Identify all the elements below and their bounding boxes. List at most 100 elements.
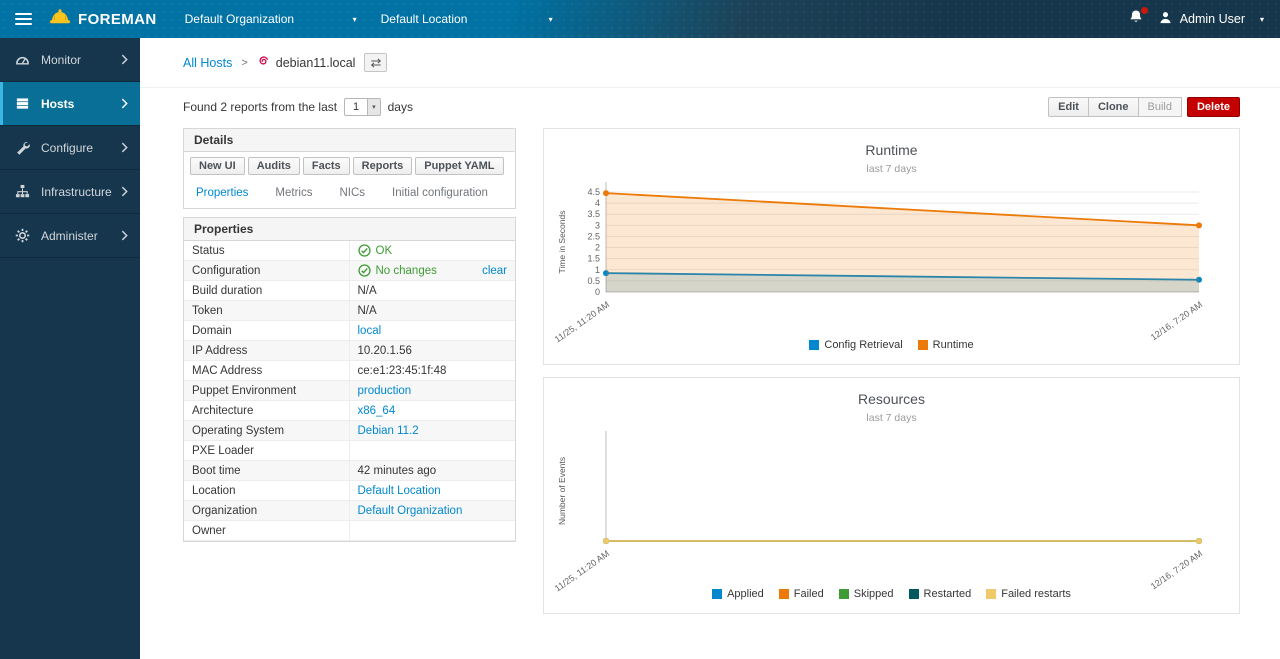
new-ui-button[interactable]: New UI	[190, 157, 245, 175]
tab-initial-configuration[interactable]: Initial configuration	[392, 187, 488, 199]
property-label: Domain	[184, 321, 350, 340]
server-icon	[15, 96, 32, 112]
svg-text:0: 0	[595, 287, 600, 297]
tab-nics[interactable]: NICs	[339, 187, 365, 199]
sidebar-item-administer[interactable]: Administer	[0, 214, 140, 258]
svg-text:3: 3	[595, 220, 600, 230]
details-panel: Details New UIAuditsFactsReportsPuppet Y…	[183, 128, 516, 209]
property-row-status: Status OK	[184, 241, 515, 261]
edit-button[interactable]: Edit	[1048, 97, 1089, 117]
clone-button[interactable]: Clone	[1088, 97, 1139, 117]
clear-link[interactable]: clear	[482, 265, 507, 277]
sitemap-icon	[15, 184, 32, 200]
days-select-value: 1	[345, 99, 367, 115]
token-value: N/A	[358, 305, 377, 317]
chevron-right-icon	[121, 98, 128, 109]
property-row-location: Location Default Location	[184, 481, 515, 501]
properties-panel-title: Properties	[184, 218, 515, 241]
chevron-right-icon	[121, 186, 128, 197]
legend-item-restarted[interactable]: Restarted	[909, 588, 972, 600]
legend-item-failed[interactable]: Failed	[779, 588, 824, 600]
property-row-mac-address: MAC Address ce:e1:23:45:1f:48	[184, 361, 515, 381]
property-row-puppet-environment: Puppet Environment production	[184, 381, 515, 401]
chart-subtitle: last 7 days	[554, 163, 1229, 175]
breadcrumb-all-hosts-link[interactable]: All Hosts	[183, 56, 232, 70]
chevron-right-icon	[121, 54, 128, 65]
property-label: PXE Loader	[184, 441, 350, 460]
resources-chart-card: Resources last 7 days 11/25, 11:20 AM12/…	[543, 377, 1240, 614]
details-buttons: New UIAuditsFactsReportsPuppet YAML	[184, 152, 515, 180]
debian-os-icon	[257, 55, 270, 71]
hamburger-menu-icon[interactable]	[0, 13, 45, 25]
properties-panel: Properties Status OKConfiguration No cha…	[183, 217, 516, 542]
legend-item-failed-restarts[interactable]: Failed restarts	[986, 588, 1071, 600]
svg-text:11/25, 11:20 AM: 11/25, 11:20 AM	[553, 299, 611, 344]
sidebar-item-monitor[interactable]: Monitor	[0, 38, 140, 82]
svg-text:Number of Events: Number of Events	[557, 457, 567, 525]
notification-badge	[1141, 7, 1148, 14]
property-label: Owner	[184, 521, 350, 540]
details-tabs: Properties Metrics NICs Initial configurati…	[184, 180, 515, 208]
sidebar-item-hosts[interactable]: Hosts	[0, 82, 140, 126]
organization-selector[interactable]: Default Organization ▾	[173, 0, 369, 38]
facts-button[interactable]: Facts	[303, 157, 350, 175]
reports-button[interactable]: Reports	[353, 157, 413, 175]
property-label: Boot time	[184, 461, 350, 480]
svg-text:4.5: 4.5	[587, 187, 600, 197]
foreman-hardhat-logo-icon	[49, 9, 71, 30]
chart-subtitle: last 7 days	[554, 412, 1229, 424]
property-row-ip-address: IP Address 10.20.1.56	[184, 341, 515, 361]
runtime-chart-card: Runtime last 7 days 00.511.522.533.544.5…	[543, 128, 1240, 365]
navbar: FOREMAN Default Organization ▾ Default L…	[0, 0, 1280, 38]
breadcrumb-current-host: debian11.local	[276, 56, 356, 70]
host-switcher-button[interactable]: ⇄	[364, 53, 387, 72]
chart-title: Resources	[554, 391, 1229, 407]
legend-item-skipped[interactable]: Skipped	[839, 588, 894, 600]
runtime-chart: 00.511.522.533.544.511/25, 11:20 AM12/16…	[554, 180, 1229, 330]
property-row-organization: Organization Default Organization	[184, 501, 515, 521]
days-select[interactable]: 1 ▾	[344, 98, 381, 116]
property-label: Status	[184, 241, 350, 260]
svg-text:2: 2	[595, 243, 600, 253]
legend-item-applied[interactable]: Applied	[712, 588, 764, 600]
location-link[interactable]: Default Location	[358, 485, 441, 497]
sidebar: Monitor Hosts Configure Infrastructure A…	[0, 38, 140, 659]
main-content: All Hosts > debian11.local ⇄ Found 2 rep…	[140, 0, 1280, 646]
check-circle-icon	[358, 244, 371, 257]
tab-metrics[interactable]: Metrics	[275, 187, 312, 199]
organization-link[interactable]: Default Organization	[358, 505, 463, 517]
tab-properties[interactable]: Properties	[196, 187, 248, 199]
svg-text:Time in Seconds: Time in Seconds	[557, 211, 567, 274]
sidebar-item-infrastructure[interactable]: Infrastructure	[0, 170, 140, 214]
puppet-environment-link[interactable]: production	[358, 385, 412, 397]
status-text: OK	[376, 245, 393, 257]
details-panel-title: Details	[184, 129, 515, 152]
operating-system-link[interactable]: Debian 11.2	[358, 425, 419, 437]
chart-title: Runtime	[554, 142, 1229, 158]
property-label: IP Address	[184, 341, 350, 360]
puppet-yaml-button[interactable]: Puppet YAML	[415, 157, 503, 175]
property-label: Token	[184, 301, 350, 320]
chevron-down-icon: ▾	[367, 99, 380, 115]
toolbar: Found 2 reports from the last 1 ▾ days E…	[140, 88, 1280, 126]
check-circle-icon	[358, 264, 371, 277]
audits-button[interactable]: Audits	[248, 157, 300, 175]
location-selector[interactable]: Default Location ▾	[369, 0, 565, 38]
architecture-link[interactable]: x86_64	[358, 405, 396, 417]
notifications-button[interactable]	[1122, 5, 1150, 34]
boot-time-value: 42 minutes ago	[358, 465, 437, 477]
svg-text:12/16, 7:20 AM: 12/16, 7:20 AM	[1149, 299, 1204, 342]
domain-link[interactable]: local	[358, 325, 382, 337]
user-menu[interactable]: Admin User ▾	[1158, 10, 1264, 28]
brand[interactable]: FOREMAN	[49, 9, 157, 30]
property-row-token: Token N/A	[184, 301, 515, 321]
delete-button[interactable]: Delete	[1187, 97, 1240, 117]
property-row-boot-time: Boot time 42 minutes ago	[184, 461, 515, 481]
property-label: Operating System	[184, 421, 350, 440]
chevron-down-icon: ▾	[1260, 15, 1264, 24]
legend-item-runtime[interactable]: Runtime	[918, 339, 974, 351]
property-row-pxe-loader: PXE Loader	[184, 441, 515, 461]
legend-item-config-retrieval[interactable]: Config Retrieval	[809, 339, 902, 351]
property-row-operating-system: Operating System Debian 11.2	[184, 421, 515, 441]
sidebar-item-configure[interactable]: Configure	[0, 126, 140, 170]
